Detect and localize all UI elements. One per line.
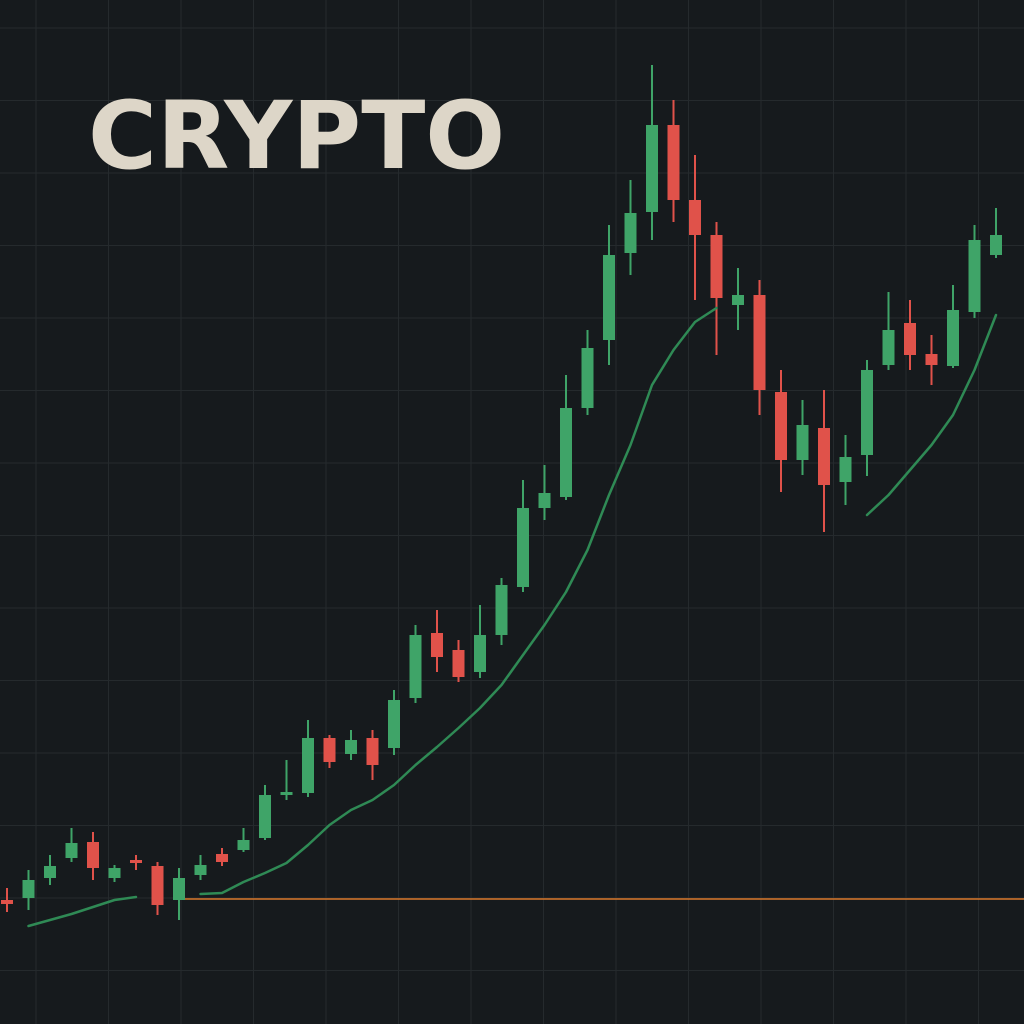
candle-body xyxy=(925,354,938,365)
candle-body xyxy=(947,310,959,366)
candle-body xyxy=(345,740,357,754)
candle-body xyxy=(130,860,142,863)
candle-body xyxy=(882,330,895,365)
candle-body xyxy=(517,508,529,587)
candle-body xyxy=(646,125,658,212)
candle-body xyxy=(775,392,787,460)
candle-body xyxy=(216,854,228,862)
candle-body xyxy=(904,323,916,355)
candle-body xyxy=(302,738,314,793)
plot-area xyxy=(1,65,1024,928)
candle-body xyxy=(560,408,572,497)
candle-body xyxy=(818,428,830,485)
chart-title: CRYPTO xyxy=(88,82,505,191)
candle-body xyxy=(796,425,809,460)
candle-body xyxy=(474,635,486,672)
candle-body xyxy=(151,866,164,905)
candle-body xyxy=(968,240,981,312)
candle-body xyxy=(431,633,443,657)
candle-body xyxy=(173,878,185,900)
candle-body xyxy=(388,700,400,748)
candle-body xyxy=(495,585,508,635)
candle-body xyxy=(280,792,293,795)
candle-body xyxy=(538,493,551,508)
candle-body xyxy=(366,738,379,765)
candle-body xyxy=(624,213,637,253)
candle-body xyxy=(22,880,35,898)
candle-body xyxy=(689,200,701,235)
candle-body xyxy=(990,235,1002,255)
candle-body xyxy=(87,842,99,868)
candle-body xyxy=(259,795,271,838)
candle-body xyxy=(861,370,873,455)
candle-body xyxy=(44,866,56,878)
candle-body xyxy=(732,295,744,305)
candle-body xyxy=(194,865,207,875)
candle-body xyxy=(65,843,78,858)
candle-body xyxy=(839,457,852,482)
candle-body xyxy=(409,635,422,698)
candle-body xyxy=(237,840,250,850)
candle-body xyxy=(753,295,766,390)
candle-body xyxy=(452,650,465,677)
candle-body xyxy=(323,738,336,762)
candle-body xyxy=(667,125,680,200)
candle-body xyxy=(108,868,121,878)
candle-body xyxy=(710,235,723,298)
candle-body xyxy=(603,255,615,340)
candle-body xyxy=(581,348,594,408)
moving-average-line xyxy=(27,306,998,928)
candle-body xyxy=(1,900,13,904)
